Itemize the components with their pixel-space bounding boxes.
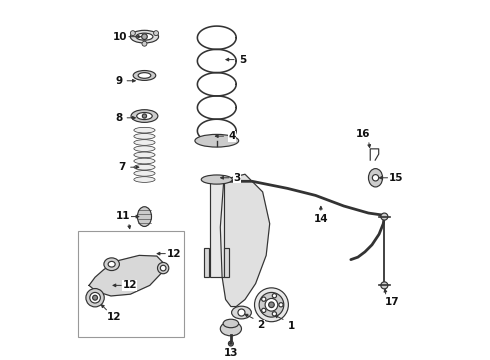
Ellipse shape [133,71,156,80]
Text: 8: 8 [115,113,122,123]
Ellipse shape [220,322,242,336]
Ellipse shape [108,261,115,267]
Ellipse shape [134,171,155,176]
Text: 9: 9 [115,76,122,86]
Bar [78,231,184,337]
Text: 11: 11 [116,211,130,221]
Text: 17: 17 [385,297,399,307]
Circle shape [279,303,283,307]
Circle shape [157,262,169,274]
Circle shape [160,265,166,271]
Text: 12: 12 [122,280,137,291]
Circle shape [254,288,289,322]
Circle shape [142,41,147,46]
Ellipse shape [137,207,151,226]
Text: 13: 13 [223,348,238,359]
Text: 2: 2 [258,320,265,330]
Text: 12: 12 [107,312,122,323]
Ellipse shape [138,73,151,78]
Circle shape [90,292,100,303]
Text: 6: 6 [119,212,126,222]
Ellipse shape [368,168,383,187]
Text: 5: 5 [239,55,246,64]
Text: 7: 7 [119,162,126,172]
Ellipse shape [134,127,155,133]
Circle shape [272,294,276,298]
Polygon shape [89,255,165,296]
Ellipse shape [195,134,239,147]
Circle shape [142,34,147,40]
Circle shape [269,302,274,307]
Ellipse shape [134,177,155,183]
Circle shape [259,292,284,317]
Text: 4: 4 [228,131,236,141]
Ellipse shape [134,140,155,145]
Text: 16: 16 [356,129,370,139]
Circle shape [153,31,159,36]
Circle shape [372,175,379,181]
Text: 3: 3 [234,173,241,183]
Circle shape [228,341,233,346]
Text: 1: 1 [288,321,295,331]
Ellipse shape [131,110,158,122]
Ellipse shape [134,146,155,152]
Ellipse shape [130,30,159,43]
Ellipse shape [134,158,155,164]
Ellipse shape [134,165,155,170]
Ellipse shape [137,113,152,120]
Circle shape [86,289,104,307]
Circle shape [142,114,147,118]
Bar [204,248,209,276]
Bar [210,181,224,276]
Circle shape [238,309,245,316]
Circle shape [265,298,278,311]
Ellipse shape [134,134,155,139]
Ellipse shape [223,319,239,328]
Text: 15: 15 [389,173,403,183]
Circle shape [381,282,388,289]
Circle shape [381,213,388,220]
Ellipse shape [201,175,232,184]
Polygon shape [220,174,270,307]
Ellipse shape [136,33,153,40]
Ellipse shape [104,258,120,271]
Circle shape [93,295,98,300]
Circle shape [262,308,266,312]
Text: 12: 12 [167,249,181,258]
Circle shape [272,312,276,316]
Text: 10: 10 [113,32,128,42]
Circle shape [130,31,135,36]
Ellipse shape [232,306,251,319]
Text: 14: 14 [314,214,328,224]
Ellipse shape [134,152,155,158]
Bar [224,248,229,276]
Circle shape [262,297,266,301]
